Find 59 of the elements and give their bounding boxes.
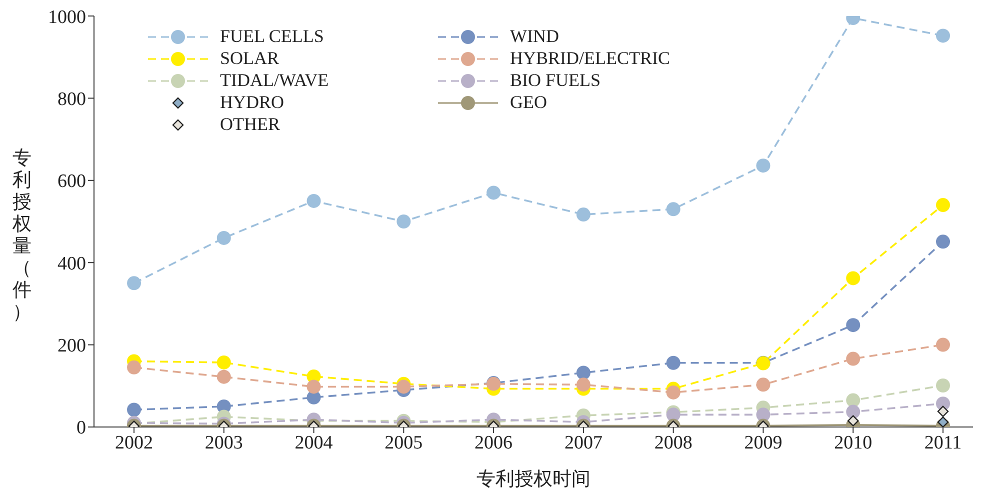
point [937, 416, 949, 427]
x-tick-label: 2010 [834, 432, 872, 454]
point [756, 158, 770, 173]
x-tick-label: 2004 [294, 432, 334, 454]
y-tick-label: 600 [58, 171, 86, 192]
legend-label: TIDAL/WAVE [220, 70, 329, 91]
point [576, 366, 590, 380]
point [666, 202, 680, 216]
point [127, 360, 141, 374]
point [936, 234, 950, 249]
point [846, 393, 860, 408]
x-tick-label: 2006 [474, 432, 513, 454]
x-axis-title: 专利授权时间 [476, 469, 590, 490]
point [666, 356, 680, 370]
x-tick-label: 2002 [115, 432, 153, 454]
point [576, 208, 590, 222]
y-tick-label: 0 [76, 418, 86, 439]
x-tick-label: 2009 [744, 432, 782, 454]
point [846, 352, 860, 366]
point [848, 415, 859, 426]
legend-label: BIO FUELS [510, 70, 601, 91]
point [306, 194, 321, 208]
y-axis-title: 专利授权量（件） [12, 148, 32, 324]
x-tick-label: 2008 [654, 432, 692, 454]
point [936, 28, 950, 43]
point [127, 402, 141, 417]
point [216, 355, 231, 370]
legend-label: FUEL CELLS [220, 26, 324, 47]
point [936, 378, 950, 392]
y-tick-label: 200 [58, 336, 86, 357]
point [306, 380, 321, 394]
point [127, 276, 141, 290]
point [216, 370, 231, 384]
x-tick-label: 2005 [384, 432, 423, 454]
legend-label: OTHER [220, 114, 280, 135]
legend-label: WIND [510, 26, 559, 47]
x-tick-label: 2003 [204, 432, 243, 454]
point [846, 404, 860, 419]
legend-label: SOLAR [220, 48, 280, 69]
point [576, 378, 590, 392]
y-tick-label: 1000 [48, 6, 86, 28]
point [486, 186, 501, 200]
legend-label: GEO [510, 92, 547, 113]
point [216, 230, 231, 245]
y-tick-label: 800 [58, 88, 86, 110]
point [936, 198, 950, 212]
y-tick-label: 400 [58, 253, 86, 274]
point [396, 214, 411, 228]
point [396, 380, 411, 394]
point [756, 378, 770, 392]
point [936, 338, 950, 352]
legend-label: HYDRO [220, 92, 284, 113]
legend-label: HYBRID/ELECTRIC [510, 48, 670, 69]
point [666, 385, 680, 400]
x-tick-label: 2011 [924, 432, 962, 454]
x-tick-label: 2007 [564, 432, 602, 454]
point [937, 406, 949, 417]
point [846, 318, 860, 332]
point [846, 271, 860, 286]
